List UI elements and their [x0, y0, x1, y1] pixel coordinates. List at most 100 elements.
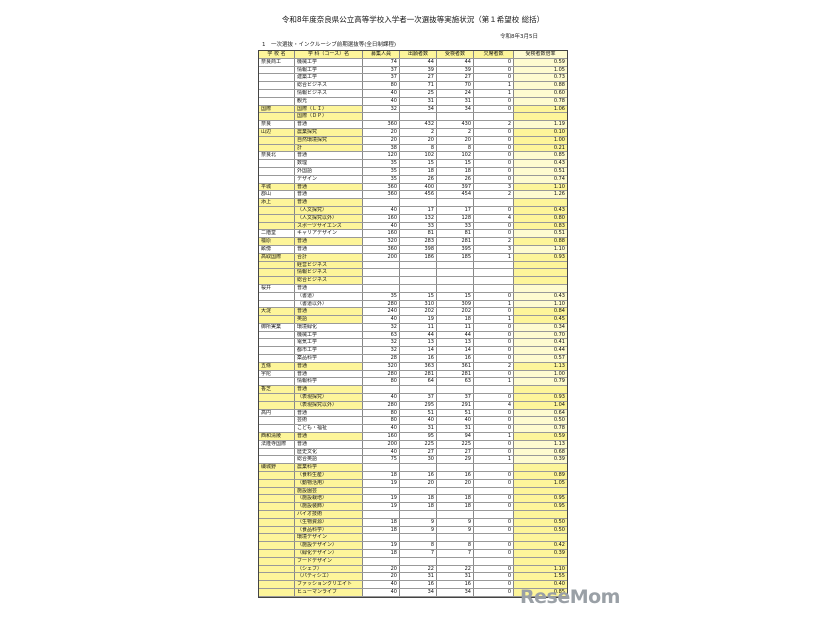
table-cell: 20	[363, 573, 400, 581]
table-cell: 0.50	[514, 417, 567, 425]
table-cell: 都市工学	[295, 347, 363, 355]
table-cell: 32	[363, 105, 400, 113]
table-cell: 456	[400, 191, 437, 199]
table-row: （人文探究以外） 160 132 128 4 0.80	[259, 214, 567, 223]
table-cell: 22	[437, 565, 474, 573]
table-cell: 大淀	[259, 308, 295, 316]
table-cell: 40	[363, 89, 400, 97]
table-cell: 18	[363, 472, 400, 479]
table-cell	[363, 534, 400, 542]
table-cell	[437, 557, 474, 565]
table-row: デザイン 35 26 26 0 0.74	[259, 175, 567, 184]
table-cell: 1	[474, 89, 514, 97]
column-header: 受検者数倍率	[514, 51, 567, 58]
table-cell: 0	[474, 565, 514, 573]
table-cell: 農業探究	[295, 128, 363, 136]
column-header: 学 科（コース）名	[295, 51, 363, 58]
table-cell: 8	[437, 144, 474, 152]
table-cell: 0.88	[514, 238, 567, 245]
table-cell	[437, 261, 474, 269]
table-row: 自然環境探究 20 20 20 0 1.00	[259, 136, 567, 145]
table-cell: 34	[400, 588, 437, 596]
table-row: 経営ビジネス	[259, 261, 567, 270]
table-cell: 20	[363, 128, 400, 136]
table-cell: 430	[437, 121, 474, 128]
table-cell: 225	[400, 440, 437, 448]
table-cell: 40	[363, 425, 400, 433]
table-row: 五條 普通 320 363 361 2 1.13	[259, 362, 567, 371]
table-cell: 合計	[295, 253, 363, 261]
table-cell: 20	[437, 136, 474, 144]
table-cell: 27	[400, 448, 437, 456]
table-cell: 34	[400, 105, 437, 113]
table-cell: 291	[437, 401, 474, 409]
table-cell: 山辺	[259, 128, 295, 136]
table-cell	[514, 557, 567, 565]
table-cell: 薬品科学	[295, 355, 363, 362]
table-cell	[437, 269, 474, 277]
table-cell: 0	[474, 425, 514, 433]
table-cell: 施設園芸	[295, 487, 363, 495]
table-cell: 32	[363, 347, 400, 355]
table-cell: 9	[400, 518, 437, 526]
table-cell: 0.93	[514, 253, 567, 261]
table-cell: 9	[437, 526, 474, 534]
table-cell: 18	[363, 550, 400, 557]
table-cell: （人文探究）	[295, 206, 363, 214]
table-row: （表現探究） 40 37 37 0 0.93	[259, 394, 567, 402]
table-cell: 0	[474, 588, 514, 596]
table-cell: 0.39	[514, 550, 567, 557]
table-cell: 情報科学	[295, 378, 363, 386]
table-cell: 電気工学	[295, 339, 363, 347]
table-cell: 0.41	[514, 339, 567, 347]
table-cell: 0	[474, 58, 514, 66]
table-cell	[400, 464, 437, 472]
table-cell: 普通	[295, 386, 363, 394]
table-cell: 3	[474, 245, 514, 253]
table-cell: 0	[474, 573, 514, 581]
table-row: 香芝 普通	[259, 386, 567, 395]
table-cell	[259, 347, 295, 355]
table-cell: 農業科学	[295, 464, 363, 472]
table-cell	[437, 464, 474, 472]
table-cell: 360	[363, 183, 400, 191]
table-cell: 歴史文化	[295, 448, 363, 456]
table-row: 畝傍 普通 360 398 395 3 1.10	[259, 245, 567, 254]
table-cell	[400, 199, 437, 206]
table-cell	[474, 487, 514, 495]
table-cell	[437, 386, 474, 394]
table-cell: 外国語	[295, 167, 363, 175]
table-row: 総合ビジネス	[259, 277, 567, 285]
table-cell: 0	[474, 370, 514, 378]
table-cell: 奈良商工	[259, 58, 295, 66]
table-cell	[363, 284, 400, 292]
table-cell: 畝傍	[259, 245, 295, 253]
table-cell: 0	[474, 222, 514, 230]
table-cell: （シェフ）	[295, 565, 363, 573]
table-cell: 40	[363, 97, 400, 105]
table-cell	[363, 261, 400, 269]
table-cell: 0	[474, 167, 514, 175]
table-row: 歴史文化 40 27 27 0 0.68	[259, 448, 567, 457]
table-cell	[400, 277, 437, 284]
table-cell: 51	[437, 409, 474, 417]
table-cell: 310	[400, 300, 437, 308]
table-cell	[259, 588, 295, 596]
table-cell: 18	[363, 518, 400, 526]
table-cell: 0.43	[514, 292, 567, 300]
table-cell: 26	[437, 175, 474, 183]
table-row: こども・福祉 40 31 31 0 0.78	[259, 425, 567, 434]
table-cell	[259, 66, 295, 74]
table-cell: 20	[400, 136, 437, 144]
table-cell: 31	[400, 97, 437, 105]
table-cell	[514, 277, 567, 284]
table-cell: 1.00	[514, 370, 567, 378]
table-cell: 29	[437, 456, 474, 464]
table-cell	[400, 284, 437, 292]
table-cell: 398	[400, 245, 437, 253]
table-cell: 11	[437, 323, 474, 331]
column-header: 募集人員	[363, 51, 400, 58]
table-cell: 7	[437, 550, 474, 557]
table-row: 二階堂 キャリアデザイン 160 81 81 0 0.51	[259, 230, 567, 239]
